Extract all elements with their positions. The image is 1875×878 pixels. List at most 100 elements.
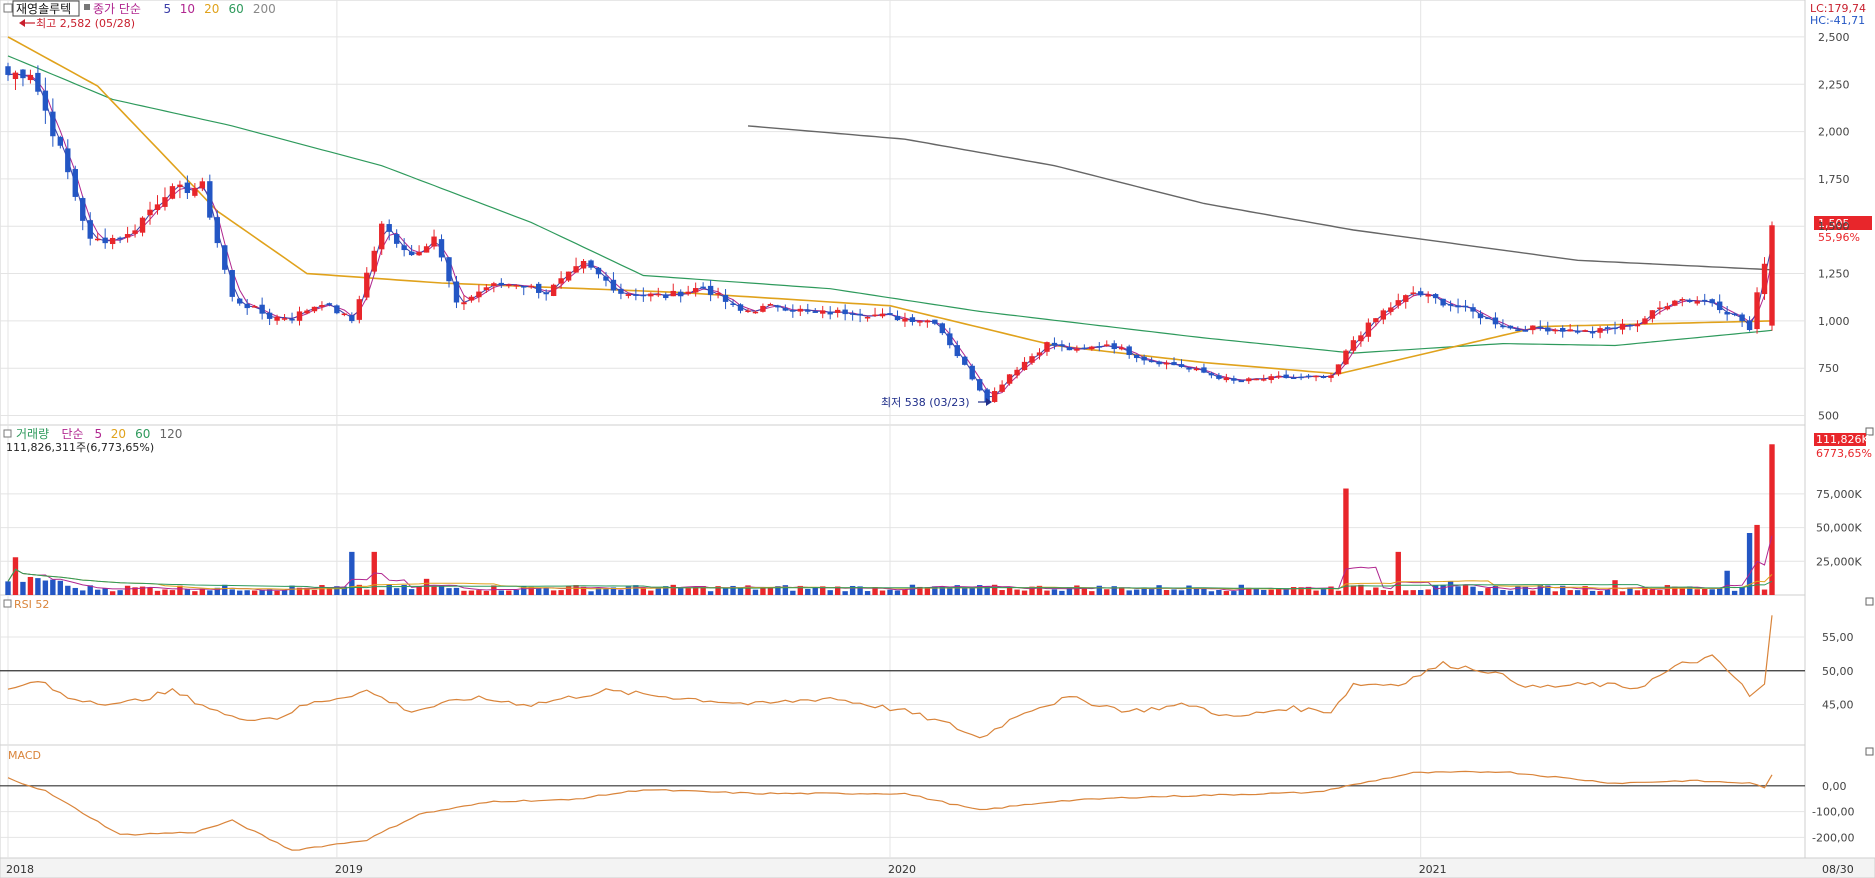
volume-bar xyxy=(468,590,475,595)
volume-bar xyxy=(857,586,863,595)
candle-body xyxy=(65,148,71,173)
candle-body xyxy=(969,365,975,380)
volume-bar xyxy=(1335,590,1342,595)
volume-bar xyxy=(35,578,41,595)
volume-bar xyxy=(820,586,826,595)
price-menu-icon[interactable] xyxy=(3,3,13,13)
volume-bar xyxy=(909,584,916,595)
price-legend-item: 20 xyxy=(204,2,219,16)
price-tick-1250: 1,250 xyxy=(1818,268,1850,281)
candle-body xyxy=(954,345,960,357)
rsi-panel[interactable] xyxy=(0,594,1806,746)
volume-bar xyxy=(27,576,34,595)
volume-bar xyxy=(947,587,953,595)
volume-bar xyxy=(969,587,975,595)
candle-body xyxy=(633,294,639,296)
volume-bar xyxy=(1687,586,1693,595)
stock-name-box[interactable] xyxy=(12,0,80,17)
volume-bar xyxy=(1163,590,1170,595)
candle-body xyxy=(1111,343,1117,350)
volume-bar xyxy=(1208,591,1215,595)
volume-panel-control[interactable] xyxy=(1865,427,1874,436)
volume-panel[interactable] xyxy=(0,424,1806,596)
legend-marker-icon xyxy=(84,4,90,10)
price-legend-item: 10 xyxy=(180,2,195,16)
volume-bar xyxy=(1313,590,1319,595)
candle-body xyxy=(1418,291,1424,296)
candle-body xyxy=(1298,376,1304,379)
volume-tick-25000: 25,000K xyxy=(1816,555,1862,568)
candle-body xyxy=(775,305,781,308)
candle-body xyxy=(109,237,116,245)
volume-bar xyxy=(625,586,632,595)
candle-body xyxy=(991,391,998,402)
volume-bar xyxy=(954,585,960,595)
rsi-y-labels: 45,00 50,00 55,00 xyxy=(1822,631,1854,712)
candle-body xyxy=(199,181,206,189)
volume-bar xyxy=(109,591,116,595)
candle-body xyxy=(521,286,527,288)
volume-bar xyxy=(1133,589,1140,595)
candle-body xyxy=(1156,361,1162,365)
rsi-panel-control[interactable] xyxy=(1865,597,1874,606)
volume-bar xyxy=(595,588,602,595)
candle-body xyxy=(12,72,19,80)
volume-bar xyxy=(812,587,818,595)
volume-bar xyxy=(491,585,497,595)
volume-bar xyxy=(1298,587,1304,595)
volume-ma60-line xyxy=(7,568,1773,590)
candle-body xyxy=(999,384,1005,392)
volume-legend-item: 120 xyxy=(160,427,183,441)
candle-body xyxy=(438,239,445,258)
candle-body xyxy=(124,234,131,238)
price-tick-500: 500 xyxy=(1818,410,1839,423)
volume-bar xyxy=(1246,587,1252,595)
candle-body xyxy=(5,66,11,75)
candle-body xyxy=(87,220,93,239)
candle-body xyxy=(603,276,609,281)
rsi-label: RSI 52 xyxy=(14,598,49,611)
candle-body xyxy=(565,271,572,281)
volume-bar xyxy=(1066,587,1073,595)
volume-bar xyxy=(237,590,243,595)
price-panel[interactable] xyxy=(0,0,1806,426)
candle-body xyxy=(1716,301,1723,311)
volume-menu-icon[interactable] xyxy=(3,429,12,438)
volume-bar xyxy=(476,590,482,595)
macd-panel-control[interactable] xyxy=(1865,747,1874,756)
candle-body xyxy=(401,245,407,251)
volume-bar xyxy=(670,584,676,595)
volume-bar xyxy=(984,586,990,595)
volume-bar xyxy=(827,590,833,595)
volume-bar xyxy=(565,586,572,595)
macd-y-labels: -200,00 -100,00 0,00 xyxy=(1812,780,1854,845)
candle-body xyxy=(1462,305,1469,308)
candle-body xyxy=(1530,325,1536,331)
macd-panel[interactable] xyxy=(0,744,1806,859)
x-axis-strip xyxy=(0,857,1875,878)
candle-body xyxy=(192,188,198,196)
candle-body xyxy=(251,306,258,308)
volume-bar xyxy=(610,587,617,595)
rsi-menu-icon[interactable] xyxy=(3,599,12,608)
candle-body xyxy=(72,169,78,197)
stock-name: 재영솔루텍 xyxy=(16,2,71,16)
candle-body xyxy=(1223,377,1230,381)
volume-bar xyxy=(939,586,946,595)
x-label-2019: 2019 xyxy=(335,863,363,876)
candle-body xyxy=(528,285,534,288)
candle-body xyxy=(1761,263,1768,295)
candle-body xyxy=(364,272,370,298)
low-annotation: 최저 538 (03/23) xyxy=(881,396,992,409)
candle-body xyxy=(588,260,594,268)
ma60-line xyxy=(7,55,1773,354)
candle-body xyxy=(177,184,183,188)
volume-bar xyxy=(1343,488,1349,595)
candle-body xyxy=(326,303,333,305)
candle-body xyxy=(1320,376,1327,378)
volume-bar xyxy=(281,590,288,595)
volume-bar xyxy=(259,590,265,595)
candle-body xyxy=(610,279,617,291)
candle-body xyxy=(1500,325,1506,328)
